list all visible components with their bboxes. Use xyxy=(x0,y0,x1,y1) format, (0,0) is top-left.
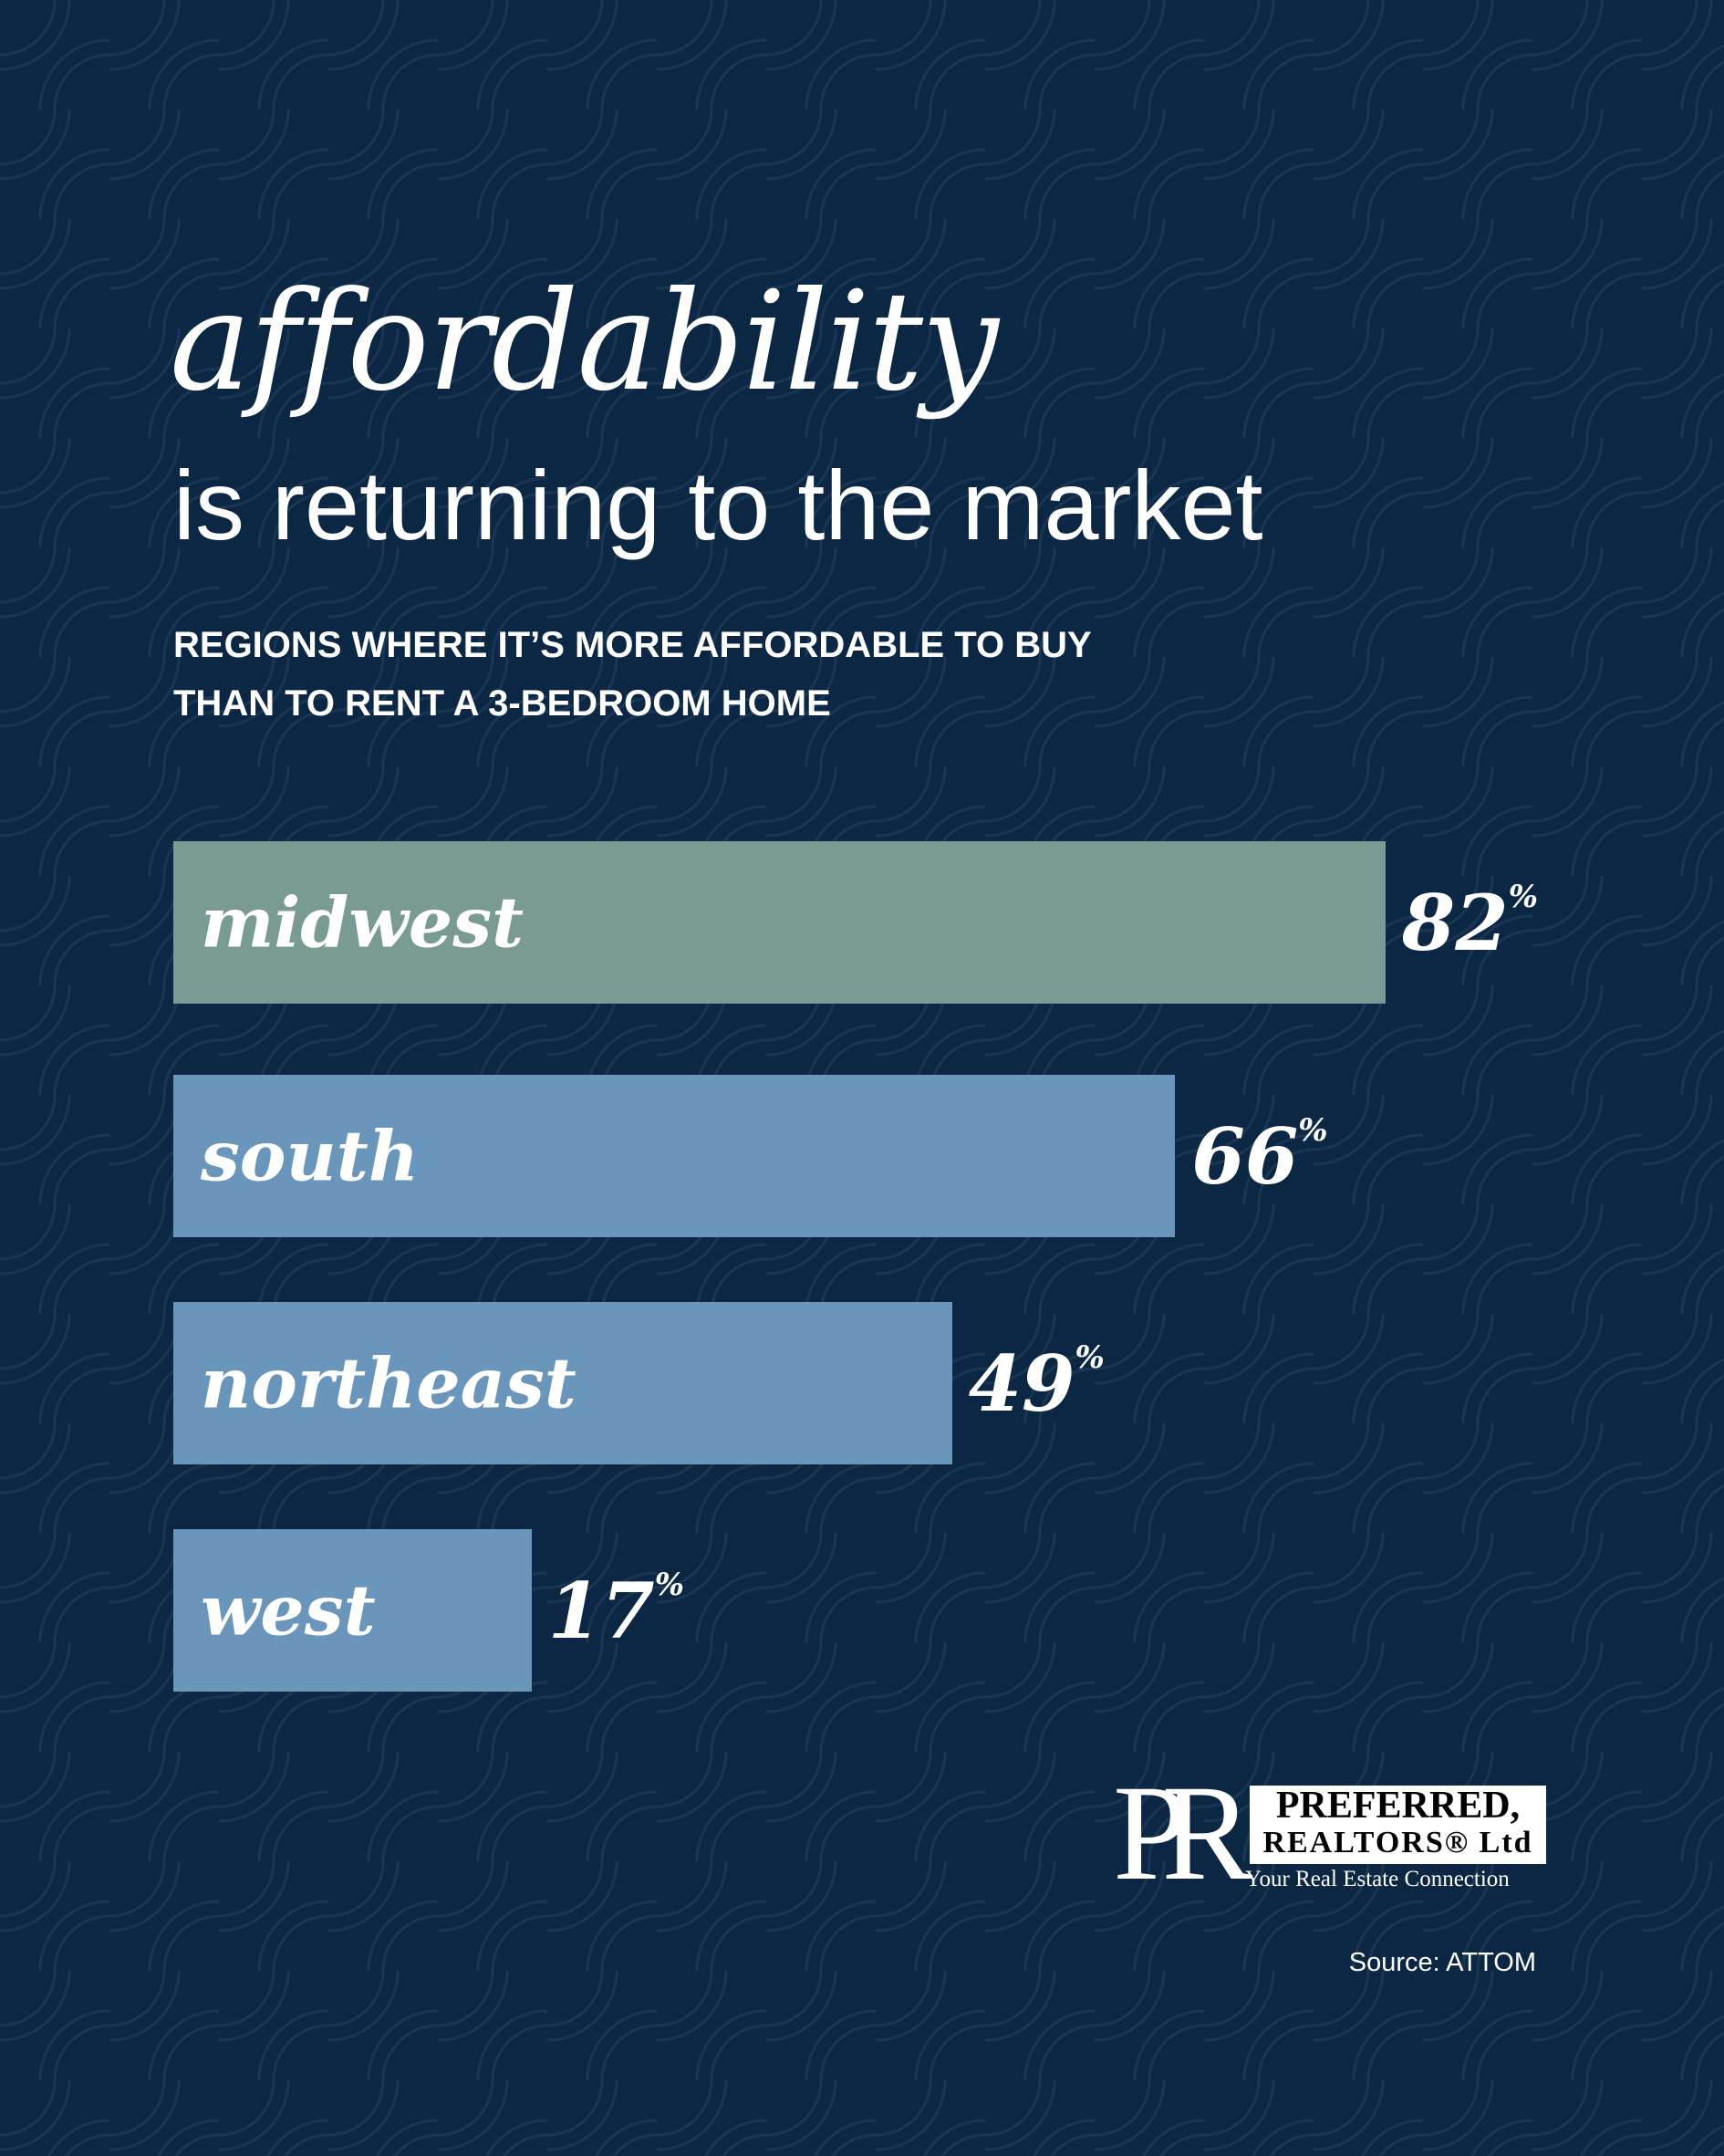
value-number: 49 xyxy=(968,1338,1075,1429)
logo-name-box: PREFERRED, REALTORS® Ltd xyxy=(1250,1786,1546,1864)
value-label: 66% xyxy=(1191,1115,1327,1195)
logo-tagline: Your Real Estate Connection xyxy=(1245,1867,1510,1891)
bar-west: west xyxy=(173,1529,532,1692)
value-number: 17 xyxy=(547,1566,655,1656)
logo-line-1: PREFERRED, xyxy=(1275,1785,1521,1827)
bar-northeast: northeast xyxy=(173,1302,952,1464)
value-label: 49% xyxy=(969,1342,1105,1422)
percent-sign: % xyxy=(1508,879,1539,915)
subtitle-line-1: REGIONS WHERE IT’S MORE AFFORDABLE TO BU… xyxy=(173,625,1092,665)
bar-label: south xyxy=(201,1115,420,1197)
bar-midwest: midwest xyxy=(173,841,1386,1004)
percent-sign: % xyxy=(1298,1112,1328,1149)
percent-sign: % xyxy=(1075,1339,1105,1376)
title-main: affordability xyxy=(170,263,999,422)
value-number: 66 xyxy=(1191,1111,1299,1202)
logo-monogram: PR xyxy=(1113,1757,1253,1909)
source-note: Source: ATTOM xyxy=(1348,1948,1536,1977)
bar-label: midwest xyxy=(201,881,524,963)
title-secondary: is returning to the market xyxy=(173,450,1263,560)
value-number: 82 xyxy=(1401,878,1509,968)
logo-line-2: REALTORS® Ltd xyxy=(1262,1826,1533,1859)
company-logo: PR PREFERRED, REALTORS® Ltd Your Real Es… xyxy=(1113,1757,1546,1909)
percent-sign: % xyxy=(654,1567,685,1603)
value-label: 17% xyxy=(548,1569,684,1650)
bar-south: south xyxy=(173,1075,1176,1237)
subtitle: REGIONS WHERE IT’S MORE AFFORDABLE TO BU… xyxy=(173,616,1268,733)
subtitle-line-2: THAN TO RENT A 3-BEDROOM HOME xyxy=(173,683,831,724)
bar-label: northeast xyxy=(201,1342,576,1424)
value-label: 82% xyxy=(1402,881,1538,962)
bar-label: west xyxy=(201,1569,376,1651)
